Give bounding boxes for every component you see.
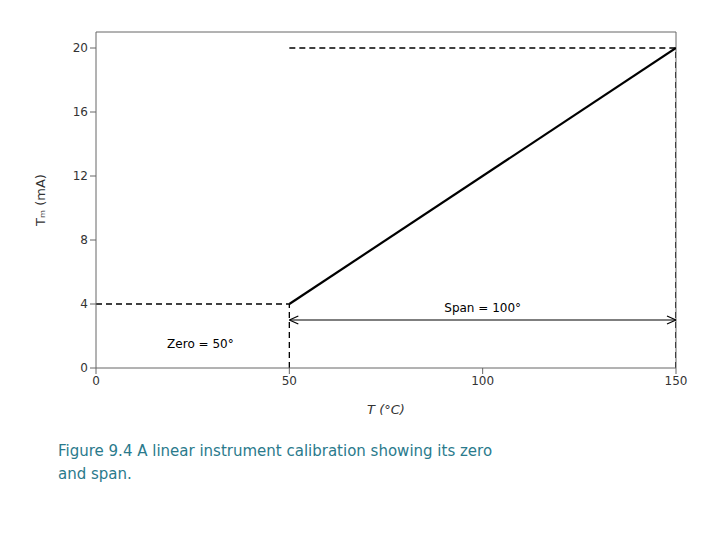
svg-text:0: 0 <box>92 374 100 388</box>
svg-text:12: 12 <box>73 169 88 183</box>
svg-text:100: 100 <box>471 374 494 388</box>
svg-text:150: 150 <box>665 374 688 388</box>
svg-text:50: 50 <box>282 374 297 388</box>
svg-text:T (°C): T (°C) <box>367 402 405 417</box>
svg-text:0: 0 <box>80 361 88 375</box>
svg-text:16: 16 <box>73 105 88 119</box>
svg-text:20: 20 <box>73 41 88 55</box>
svg-text:Zero = 50°: Zero = 50° <box>167 337 234 351</box>
svg-text:Tₘ (mA): Tₘ (mA) <box>33 174 48 227</box>
svg-text:8: 8 <box>80 233 88 247</box>
svg-text:4: 4 <box>80 297 88 311</box>
svg-text:Span = 100°: Span = 100° <box>444 301 521 315</box>
html-text:Figure 9.4 A linear instrument: Figure 9.4 A linear instrument calibrati… <box>58 442 493 483</box>
